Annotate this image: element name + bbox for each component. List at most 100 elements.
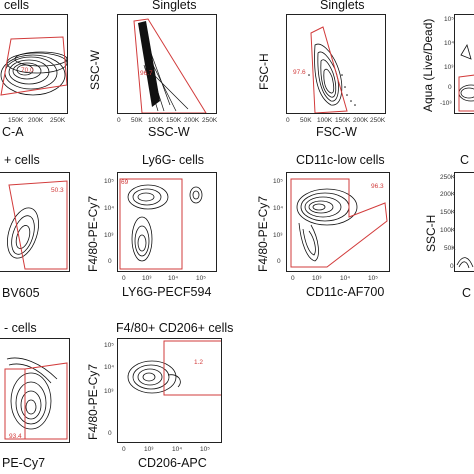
y-tick: 50K: [444, 245, 456, 252]
x-tick: 10³: [144, 446, 154, 453]
panel-title: C: [460, 153, 470, 167]
y-tick: 10⁴: [104, 364, 115, 371]
plot-area: 69: [117, 172, 217, 272]
y-tick: 0: [450, 263, 454, 270]
contour-plot: [308, 26, 356, 113]
plot-area: 1.2: [117, 338, 222, 443]
y-tick: 150K: [440, 209, 456, 216]
gate-value: 69: [121, 179, 129, 186]
y-tick: 10⁵: [104, 178, 114, 185]
x-tick: 50K: [131, 117, 143, 124]
panel-title: F4/80+ CD206+ cells: [116, 321, 234, 335]
contour-plot: [119, 178, 203, 270]
y-tick: 10⁴: [273, 205, 284, 212]
gate-value: 50.3: [51, 187, 64, 194]
x-tick: 10⁴: [340, 275, 351, 282]
y-tick: 10⁵: [273, 178, 283, 185]
x-tick: 0: [117, 117, 121, 124]
y-tick: 200K: [440, 191, 456, 198]
x-tick: 200K: [184, 117, 200, 124]
panel-title: cells: [4, 0, 30, 12]
x-tick: 10³: [142, 275, 152, 282]
y-tick: 100K: [440, 227, 456, 234]
x-tick: 10⁵: [368, 275, 378, 282]
panel-title: + cells: [4, 153, 40, 167]
x-axis-label: CD206-APC: [138, 456, 207, 470]
y-axis-label: SSC-W: [88, 50, 102, 90]
y-axis-label: FSC-H: [257, 53, 271, 90]
y-tick: 0: [448, 84, 452, 91]
x-tick: 0: [291, 275, 295, 282]
panel-title: Ly6G- cells: [142, 153, 205, 167]
x-tick: 150K: [166, 117, 182, 124]
gate-value: 1.2: [194, 359, 204, 366]
x-axis-label: FSC-W: [316, 125, 357, 139]
panel-title: Singlets: [152, 0, 197, 12]
y-tick: 10⁵: [104, 342, 114, 349]
y-tick: 250K: [440, 174, 456, 181]
gate-value: 70.0: [21, 67, 34, 74]
y-tick: 10⁵: [444, 16, 454, 23]
plot-area: 97.6: [286, 14, 386, 114]
plot-area: [454, 14, 474, 114]
y-axis-label: F4/80-PE-Cy7: [256, 195, 270, 272]
contour-plot: [4, 357, 68, 440]
x-tick: 50K: [300, 117, 312, 124]
x-tick: 0: [122, 275, 126, 282]
x-tick: 150K: [335, 117, 351, 124]
x-tick: 150K: [8, 117, 24, 124]
contour-plot: [290, 178, 388, 268]
contour-plot: [458, 44, 474, 112]
y-tick: 10³: [104, 388, 114, 395]
y-tick: 0: [277, 258, 281, 265]
x-axis-label: BV605: [2, 286, 40, 300]
x-tick: 10⁵: [200, 446, 210, 453]
contour-plot: [133, 18, 207, 113]
x-tick: 10⁴: [168, 275, 179, 282]
plot-area: [454, 172, 474, 272]
x-axis-label: C: [462, 286, 472, 300]
x-tick: 10⁴: [172, 446, 183, 453]
gate-value: 96.3: [371, 183, 384, 190]
x-tick: 0: [122, 446, 126, 453]
y-axis-label: F4/80-PE-Cy7: [86, 363, 100, 440]
x-axis-label: LY6G-PECF594: [122, 285, 212, 299]
y-tick: 10³: [104, 232, 114, 239]
x-axis-label: CD11c-AF700: [306, 285, 385, 299]
x-axis-label: C-A: [2, 125, 24, 139]
contour-plot: [127, 340, 221, 396]
y-tick: 10⁴: [104, 205, 115, 212]
x-tick: 250K: [370, 117, 386, 124]
x-tick: 200K: [28, 117, 44, 124]
x-tick: 200K: [353, 117, 369, 124]
panel-title: - cells: [4, 321, 37, 335]
plot-area: 70.0: [0, 14, 68, 114]
y-tick: -10³: [440, 100, 452, 107]
panel-title: CD11c-low cells: [296, 153, 385, 167]
x-axis-label: SSC-W: [148, 125, 190, 139]
x-tick: 10³: [312, 275, 322, 282]
x-axis-label: PE-Cy7: [2, 456, 46, 470]
contour-plot: [456, 257, 474, 269]
plot-area: 96.7: [117, 14, 217, 114]
y-tick: 10⁴: [444, 40, 455, 47]
x-tick: 10⁵: [196, 275, 206, 282]
y-tick: 0: [108, 258, 112, 265]
plot-area: 96.3: [286, 172, 390, 272]
contour-plot: [7, 180, 68, 270]
y-axis-label: F4/80-PE-Cy7: [86, 195, 100, 272]
panel-title: Singlets: [320, 0, 365, 12]
gate-value: 96.7: [140, 70, 153, 77]
contour-plot: [0, 36, 67, 96]
y-axis-label: Aqua (Live/Dead): [421, 18, 435, 112]
y-axis-label: SSC-H: [424, 214, 438, 252]
y-tick: 0: [108, 430, 112, 437]
x-tick: 0: [286, 117, 290, 124]
x-tick: 250K: [50, 117, 66, 124]
plot-area: 50.3: [0, 172, 70, 272]
plot-area: 93.4: [0, 338, 70, 443]
x-tick: 100K: [148, 117, 164, 124]
x-tick: 100K: [317, 117, 333, 124]
x-tick: 250K: [202, 117, 218, 124]
y-tick: 10³: [273, 232, 283, 239]
